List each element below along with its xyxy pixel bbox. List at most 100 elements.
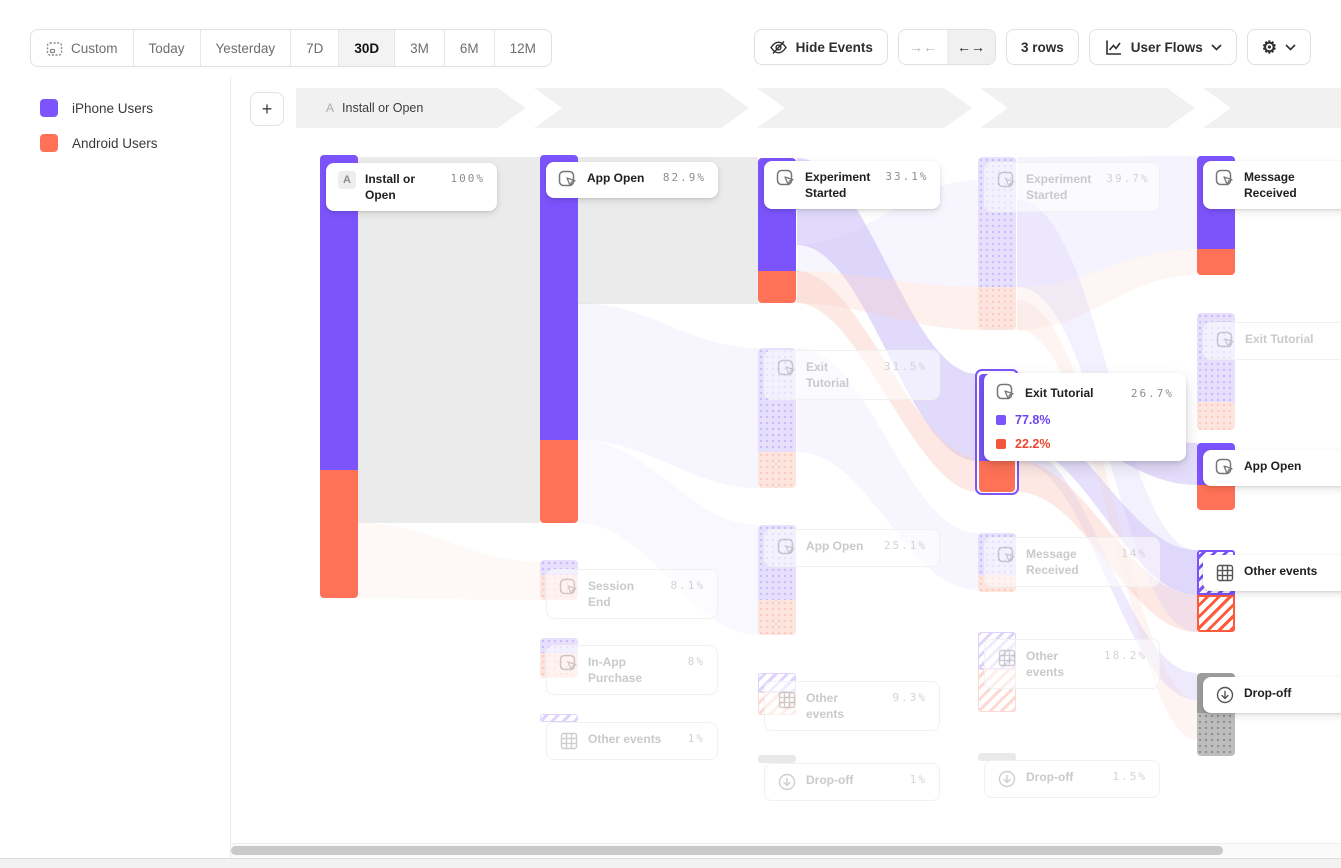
node-percent: 31.5%: [883, 360, 927, 373]
view-selector-dropdown[interactable]: User Flows: [1088, 29, 1237, 65]
step-a-header[interactable]: A Install or Open: [326, 101, 423, 115]
chevron-down-icon: [1211, 43, 1222, 51]
horizontal-scrollbar-thumb[interactable]: [231, 846, 1223, 855]
node-percent: 39.7%: [1106, 172, 1150, 185]
flow-node-drop-off-col3[interactable]: Drop-off 1%: [764, 763, 940, 801]
node-percent: 1.5%: [1112, 770, 1147, 783]
flow-bar-other-events-col2[interactable]: [540, 714, 578, 722]
flow-node-experiment-started-col4[interactable]: Experiment Started 39.7%: [984, 162, 1160, 213]
node-percent: 82.9%: [662, 171, 706, 184]
date-range-custom-label: Custom: [71, 40, 118, 56]
flow-node-install-or-open[interactable]: A Install or Open 100%: [326, 163, 497, 212]
flow-node-message-received-col4[interactable]: Message Received 14%: [984, 537, 1160, 588]
app-event-icon: [777, 359, 797, 379]
flow-bar-drop-off-col4[interactable]: [978, 753, 1016, 761]
toolbar-actions: Hide Events →← ←→ 3 rows User Flows ⚙: [753, 29, 1311, 65]
flow-bar-app-open-col5-android[interactable]: [1197, 485, 1235, 510]
flow-bar-exit-tutorial-col5-android[interactable]: [1197, 402, 1235, 430]
legend-label: iPhone Users: [72, 100, 154, 116]
legend-item-android[interactable]: Android Users: [40, 134, 158, 152]
flow-node-message-received-col5[interactable]: Message Received: [1203, 161, 1341, 210]
flow-node-app-open[interactable]: App Open 82.9%: [546, 162, 718, 198]
date-range-selector: Custom Today Yesterday 7D 30D 3M 6M 12M: [30, 29, 552, 67]
node-percent: 8%: [687, 655, 705, 668]
node-percent: 100%: [450, 172, 485, 185]
flow-bar-message-received-col5-android[interactable]: [1197, 249, 1235, 275]
hide-events-button[interactable]: Hide Events: [753, 29, 888, 65]
date-range-custom[interactable]: Custom: [31, 30, 134, 66]
step-a-label: Install or Open: [342, 101, 424, 115]
footer-strip: [0, 858, 1341, 868]
app-event-icon: [996, 383, 1016, 403]
drop-off-icon: [777, 772, 797, 792]
flow-bar-exit-tutorial-col4-android[interactable]: [979, 461, 1015, 492]
date-range-3m[interactable]: 3M: [395, 30, 445, 66]
android-chip: [996, 439, 1006, 449]
flow-bar-drop-off-col5-texture[interactable]: [1197, 713, 1235, 756]
flow-node-exit-tutorial-col5[interactable]: Exit Tutorial: [1203, 322, 1341, 360]
node-label: Session End: [588, 579, 635, 610]
flow-node-other-events-col3[interactable]: Other events 9.3%: [764, 681, 940, 732]
flow-bar-experiment-started-col4-android[interactable]: [978, 287, 1016, 330]
node-label: Experiment Started: [1026, 172, 1092, 203]
node-label: Message Received: [1244, 170, 1297, 201]
sidebar-divider: [230, 77, 231, 858]
exit-tutorial-tooltip[interactable]: Exit Tutorial 26.7% 77.8% 22.2%: [984, 373, 1186, 461]
flow-node-drop-off-col4[interactable]: Drop-off 1.5%: [984, 760, 1160, 798]
flow-node-drop-off-col5[interactable]: Drop-off: [1203, 677, 1341, 713]
date-range-12m[interactable]: 12M: [509, 40, 536, 56]
android-color-swatch: [40, 134, 58, 152]
grid-icon: [559, 731, 579, 751]
node-label: Drop-off: [1244, 686, 1292, 700]
flow-bar-app-open-col3-android[interactable]: [758, 600, 796, 635]
expand-columns-button[interactable]: ←→: [946, 30, 995, 64]
node-label: Exit Tutorial: [806, 360, 850, 391]
flow-node-other-events-col5[interactable]: Other events: [1203, 555, 1341, 591]
node-label: Other events: [1244, 564, 1318, 578]
flow-bar-other-events-col5-android[interactable]: [1197, 595, 1235, 632]
date-range-yesterday[interactable]: Yesterday: [201, 30, 292, 66]
chevron-down-icon: [1285, 43, 1296, 51]
app-event-icon: [776, 169, 796, 189]
grid-icon: [777, 690, 797, 710]
flow-bar-exit-tutorial-col3-android[interactable]: [758, 452, 796, 488]
drop-off-icon: [997, 769, 1017, 789]
app-event-icon: [1216, 331, 1236, 351]
node-label: Other events: [588, 732, 662, 746]
node-label: Experiment Started: [805, 170, 871, 201]
legend-item-iphone[interactable]: iPhone Users: [40, 99, 153, 117]
chart-bottom-border: [230, 843, 1341, 844]
date-range-30d[interactable]: 30D: [339, 30, 396, 66]
date-range-today[interactable]: Today: [134, 30, 201, 66]
settings-button[interactable]: ⚙: [1246, 29, 1311, 65]
node-label: In-App Purchase: [588, 655, 643, 686]
node-label: Message Received: [1026, 547, 1079, 578]
flow-node-app-open-col5[interactable]: App Open: [1203, 450, 1341, 486]
rows-count-button[interactable]: 3 rows: [1005, 29, 1079, 65]
flow-bar-app-open-android[interactable]: [540, 440, 578, 523]
flow-node-session-end[interactable]: Session End 8.1%: [546, 569, 718, 620]
add-step-button[interactable]: +: [250, 92, 284, 126]
flow-node-exit-tutorial-col3[interactable]: Exit Tutorial 31.5%: [764, 350, 940, 401]
collapse-columns-button[interactable]: →←: [898, 30, 947, 64]
flow-node-experiment-started[interactable]: Experiment Started 33.1%: [764, 161, 940, 210]
hide-events-label: Hide Events: [795, 39, 873, 55]
flow-bar-experiment-started-android[interactable]: [758, 271, 796, 303]
step-a-prefix: A: [326, 101, 335, 115]
iphone-color-swatch: [40, 99, 58, 117]
date-range-7d[interactable]: 7D: [291, 30, 340, 66]
breakdown-iphone: 77.8%: [996, 413, 1174, 427]
flow-bar-drop-off-col3[interactable]: [758, 755, 796, 763]
date-range-6m[interactable]: 6M: [445, 30, 495, 66]
flow-node-other-events-col4[interactable]: Other events 18.2%: [984, 639, 1160, 690]
flow-node-other-events-col2[interactable]: Other events 1%: [546, 722, 718, 760]
app-event-icon: [997, 171, 1017, 191]
flow-node-in-app-purchase[interactable]: In-App Purchase 8%: [546, 645, 718, 696]
node-label: App Open: [1244, 459, 1302, 473]
app-event-icon: [558, 170, 578, 190]
node-percent: 9.3%: [892, 691, 927, 704]
flow-bar-install-or-open-android[interactable]: [320, 470, 358, 598]
flow-bar-app-open-iphone[interactable]: [540, 155, 578, 440]
node-label: Exit Tutorial: [1245, 332, 1314, 346]
flow-node-app-open-col3[interactable]: App Open 25.1%: [764, 529, 940, 567]
